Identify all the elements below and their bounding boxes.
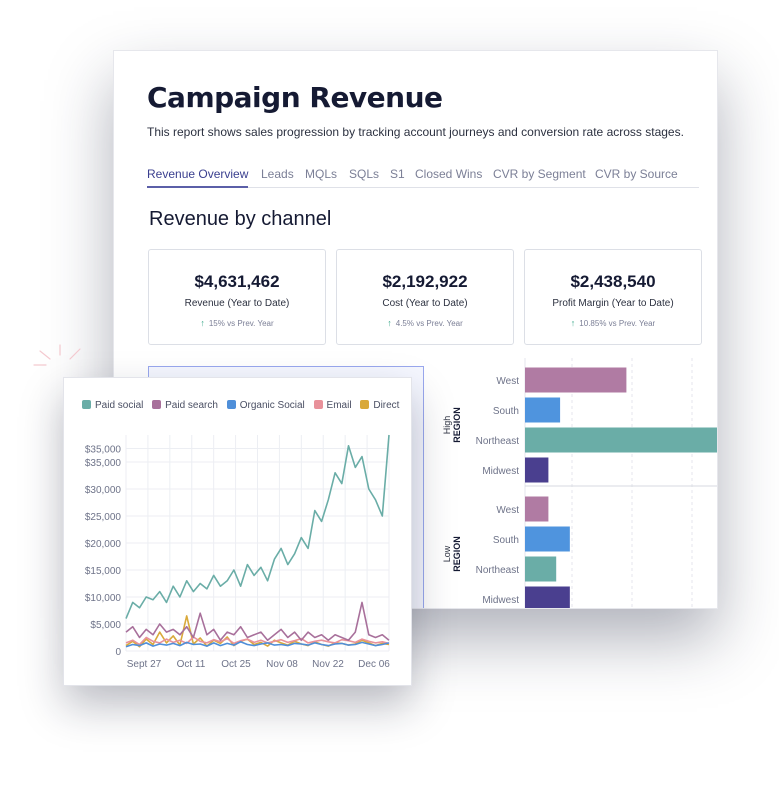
y-tick-label: $15,000: [85, 566, 122, 577]
legend-label: Organic Social: [239, 400, 305, 411]
legend-item-organic-social[interactable]: Organic Social: [226, 400, 305, 411]
tab-sqls[interactable]: SQLs: [349, 167, 380, 181]
y-tick-label: $10,000: [85, 593, 122, 604]
x-tick-label: Sept 27: [127, 659, 162, 670]
tab-closed-wins[interactable]: Closed Wins: [415, 167, 483, 181]
x-tick-label: Dec 06: [358, 659, 390, 670]
kpi-change-text: 4.5% vs Prev. Year: [395, 319, 463, 328]
legend-item-paid-social[interactable]: Paid social: [82, 400, 143, 411]
legend-swatch: [152, 400, 162, 409]
y-tick-label: $30,000: [85, 485, 122, 496]
series-line-paid-search: [125, 601, 390, 642]
bar-high-midwest: [525, 457, 549, 483]
y-tick-label: $25,000: [85, 512, 122, 523]
page-title: Campaign Revenue: [147, 81, 443, 114]
legend-label: Paid social: [95, 400, 144, 411]
bar-low-south: [525, 526, 570, 552]
kpi-change-text: 15% vs Prev. Year: [208, 319, 274, 328]
kpi-change: ↑ 4.5% vs Prev. Year: [337, 318, 513, 328]
bar-high-south: [525, 397, 561, 423]
kpi-label: Cost (Year to Date): [382, 298, 468, 309]
y-tick-label: $20,000: [85, 539, 122, 550]
bar-low-midwest: [525, 586, 570, 608]
sparkle-decoration: [33, 344, 81, 366]
tab-bar: Revenue Overview Leads MQLs SQLs S1 Clos…: [147, 165, 699, 188]
arrow-up-icon: ↑: [387, 318, 392, 328]
legend-item-email[interactable]: Email: [313, 400, 352, 411]
group-name: High: [442, 416, 452, 435]
category-label: South: [493, 406, 519, 417]
report-description: This report shows sales progression by t…: [147, 125, 684, 139]
kpi-change: ↑ 10.85% vs Prev. Year: [525, 318, 701, 328]
legend-item-paid-search[interactable]: Paid search: [152, 400, 218, 411]
category-label: Midwest: [482, 595, 519, 606]
kpi-value: $2,438,540: [570, 272, 656, 291]
series-line-email: [125, 636, 390, 646]
tab-leads[interactable]: Leads: [261, 167, 294, 181]
kpi-value: $2,192,922: [382, 272, 468, 291]
channel-line-chart-card: Paid social Paid search Organic Social E…: [63, 377, 412, 686]
bar-low-west: [525, 496, 549, 522]
y-tick-label: 0: [115, 647, 121, 658]
category-label: Northeast: [476, 565, 520, 576]
x-tick-label: Oct 25: [221, 659, 251, 670]
x-tick-label: Nov 08: [266, 659, 298, 670]
legend-label: Email: [326, 400, 352, 411]
kpi-label: Profit Margin (Year to Date): [552, 298, 674, 309]
bar-high-west: [525, 367, 627, 393]
category-label: South: [493, 535, 519, 546]
arrow-up-icon: ↑: [570, 318, 576, 328]
kpi-card-profit-margin: $2,438,540 Profit Margin (Year to Date) …: [524, 249, 702, 345]
arrow-up-icon: ↑: [200, 318, 205, 328]
legend-swatch: [226, 400, 236, 409]
kpi-change: ↑ 15% vs Prev. Year: [149, 318, 325, 328]
group-label: High REGION: [442, 407, 462, 443]
category-label: Midwest: [482, 466, 519, 477]
kpi-card-cost: $2,192,922 Cost (Year to Date) ↑ 4.5% vs …: [336, 249, 514, 345]
category-label: Northeast: [476, 436, 520, 447]
axis-title: REGION: [452, 407, 462, 443]
legend-item-direct[interactable]: Direct: [360, 400, 399, 411]
chart-legend: Paid social Paid search Organic Social E…: [82, 400, 405, 411]
legend-swatch: [360, 400, 370, 409]
series-line-organic-social: [125, 640, 390, 648]
bar-low-northeast: [525, 556, 557, 582]
tab-revenue-overview[interactable]: Revenue Overview: [147, 167, 249, 188]
tab-s1[interactable]: S1: [390, 167, 405, 181]
group-name: Low: [442, 545, 452, 562]
tab-mqls[interactable]: MQLs: [305, 167, 338, 181]
series-line-paid-social: [125, 434, 390, 619]
kpi-card-revenue: $4,631,462 Revenue (Year to Date) ↑ 15% v…: [148, 249, 326, 345]
x-tick-label: Oct 11: [177, 659, 206, 670]
axis-title: REGION: [452, 536, 462, 572]
section-title: Revenue by channel: [149, 208, 332, 230]
y-tick-label: $5,000: [90, 620, 121, 631]
tab-cvr-by-segment[interactable]: CVR by Segment: [493, 167, 586, 181]
y-tick-label: $35,000: [85, 445, 122, 456]
category-label: West: [496, 505, 519, 516]
group-label: Low REGION: [442, 536, 462, 572]
channel-line-chart: $35,000 $35,000 $30,000 $25,000 $20,000 $15,0…: [85, 434, 390, 670]
legend-swatch: [82, 400, 91, 409]
bar-high-northeast: [525, 427, 717, 453]
legend-label: Paid search: [165, 400, 218, 411]
y-tick-label: $35,000: [85, 458, 122, 469]
legend-swatch: [313, 400, 323, 409]
kpi-label: Revenue (Year to Date): [184, 298, 290, 309]
legend-label: Direct: [373, 400, 400, 411]
kpi-value: $4,631,462: [194, 272, 280, 291]
tab-cvr-by-source[interactable]: CVR by Source: [595, 167, 678, 181]
category-label: West: [496, 376, 519, 387]
kpi-change-text: 10.85% vs Prev. Year: [579, 319, 656, 328]
x-tick-label: Nov 22: [312, 659, 344, 670]
